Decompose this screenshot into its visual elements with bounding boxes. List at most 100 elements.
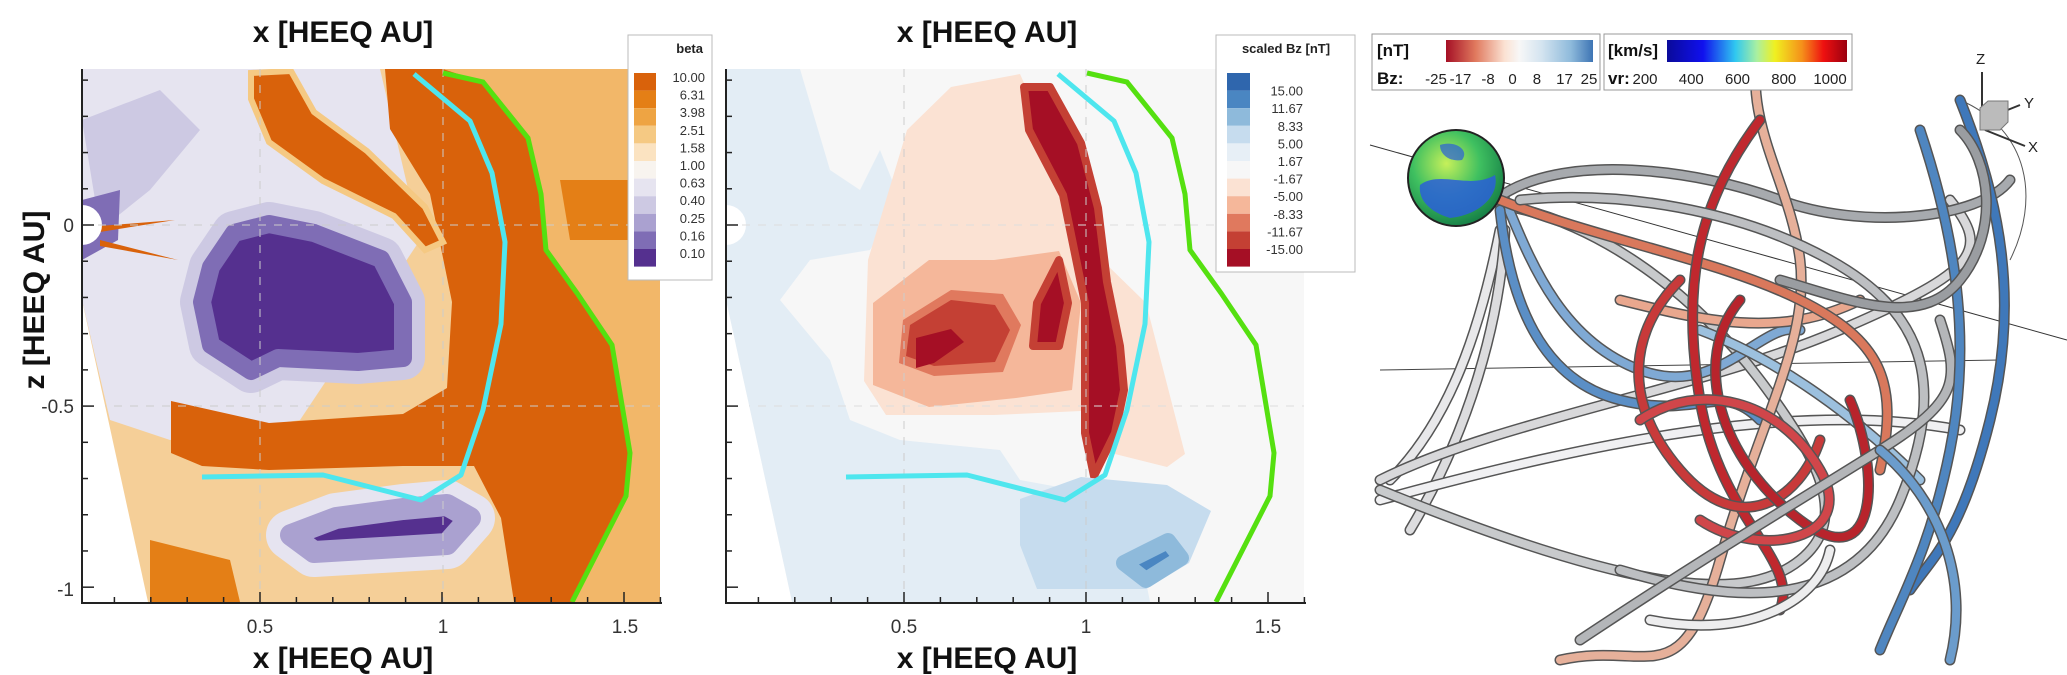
colorbar-ticks: 200 400 600 800 1000	[1632, 71, 1846, 88]
minor-ticks	[82, 79, 662, 603]
field-line-tube	[1496, 196, 1892, 474]
legend-label: 8.33	[1278, 119, 1303, 134]
colorbar-variable: Bz:	[1377, 69, 1403, 88]
minor-ticks	[726, 79, 1306, 603]
legend-swatch	[634, 231, 656, 249]
legend-label: 0.16	[680, 228, 705, 243]
beta-legend: beta 10.00 6.31 3.98 2.51 1.58 1.00 0.63 0.40 0.…	[627, 34, 713, 281]
legend-label: 1.67	[1278, 154, 1303, 169]
legend-swatch	[1227, 231, 1250, 249]
legend-label: 15.00	[1270, 84, 1303, 99]
legend-label: 1.00	[680, 158, 705, 173]
beta-plot: x [HEEQ AU]	[18, 16, 713, 675]
bz-plot: x [HEEQ AU] 0.5 1 1.5	[725, 16, 1356, 675]
legend-label: -11.67	[1267, 224, 1303, 239]
bz-arm	[1029, 256, 1072, 350]
field-line-tube	[1711, 296, 1873, 542]
legend-swatch	[1227, 196, 1250, 214]
field-line-tube	[1491, 165, 2014, 222]
field-line-tube	[1556, 36, 1806, 664]
inner-boundary	[82, 205, 102, 245]
vr-colorbar: [km/s] vr: 200 400 600 800 1000	[1603, 33, 1853, 91]
sun-surface-patch	[1419, 175, 1496, 218]
bz-band	[1020, 83, 1128, 480]
legend-label: 0.40	[680, 193, 705, 208]
legend-swatches: 10.00 6.31 3.98 2.51 1.58 1.00 0.63 0.40 0.25 0.1…	[634, 70, 705, 267]
bz-plot-top-title: x [HEEQ AU]	[897, 16, 1078, 49]
field-line-tube	[1386, 226, 1504, 484]
legend-swatch	[1227, 125, 1250, 144]
colorbar-tick-label: 8	[1533, 71, 1541, 88]
field-line-tube	[1876, 126, 1964, 654]
beta-axes: 0.5 1 1.5 0 -0.5 -1 x [HEEQ AU] z [HEEQ …	[18, 69, 662, 675]
cyan-boundary-line	[201, 72, 508, 503]
legend-title: beta	[676, 41, 704, 56]
x-tick-label: 0.5	[247, 617, 273, 638]
beta-high-band	[171, 69, 630, 602]
legend-label: 0.10	[680, 246, 705, 261]
legend-swatch	[1227, 213, 1250, 232]
flux-rope-3d-view: [nT] Bz: -25 -17 -8 0 8 17 25 [km/s] vr: 200 40…	[1369, 33, 2067, 666]
field-line-tube	[1876, 446, 1961, 664]
colorbar-ticks: -25 -17 -8 0 8 17 25	[1425, 71, 1597, 88]
colorbar-tick-label: 200	[1632, 71, 1657, 88]
legend-swatch	[1227, 108, 1250, 126]
triad-label-y: Y	[2024, 95, 2034, 112]
cube-icon	[1979, 100, 2009, 131]
green-boundary-line	[442, 70, 633, 604]
legend-label: -8.33	[1273, 207, 1303, 222]
x-axis-label: x [HEEQ AU]	[897, 642, 1078, 675]
sun-sphere	[1407, 129, 1505, 227]
colorbar-tick-label: -25	[1425, 71, 1447, 88]
legend-label: 0.63	[680, 176, 705, 191]
colorbar-gradient	[1667, 40, 1847, 62]
x-tick-label: 1.5	[612, 617, 638, 638]
legend-swatch	[634, 161, 656, 179]
legend-title: scaled Bz [nT]	[1242, 41, 1330, 56]
x-tick-label: 0.5	[891, 617, 917, 638]
legend-label: 5.00	[1278, 136, 1303, 151]
colorbar-tick-label: 1000	[1813, 71, 1846, 88]
legend-swatch	[634, 213, 656, 232]
bz-max-core	[1116, 533, 1189, 588]
legend-swatches: 15.00 11.67 8.33 5.00 1.67 -1.67 -5.00 -8.33 -11…	[1227, 73, 1303, 267]
field-line-tube	[1634, 276, 1824, 512]
triad-label-z: Z	[1976, 51, 1985, 68]
legend-label: 6.31	[680, 88, 705, 103]
legend-label: 11.67	[1271, 101, 1303, 116]
colorbar-tick-label: 800	[1771, 71, 1796, 88]
colorbar-unit: [km/s]	[1608, 41, 1658, 60]
inner-boundary	[726, 205, 746, 245]
colorbar-tick-label: 600	[1725, 71, 1750, 88]
field-line-tube	[1576, 316, 1956, 644]
field-line-tube	[1516, 193, 1929, 597]
legend-label: -15.00	[1266, 242, 1303, 257]
y-tick-label: 0	[63, 216, 74, 237]
beta-streamer	[100, 220, 178, 260]
legend-swatch	[634, 143, 656, 161]
colorbar-tick-label: 400	[1679, 71, 1704, 88]
field-line-tubes	[1374, 34, 2016, 666]
legend-swatch	[634, 108, 656, 126]
legend-label: 1.58	[680, 140, 705, 155]
legend-swatch	[1227, 178, 1250, 197]
colorbar-tick-label: -17	[1450, 71, 1472, 88]
x-axis-arrow	[1984, 129, 2026, 147]
y-tick-label: -0.5	[41, 397, 74, 418]
y-axis-label: z [HEEQ AU]	[18, 211, 51, 390]
colorbar-tick-label: 17	[1556, 71, 1573, 88]
sun-surface-patch	[1440, 143, 1465, 161]
legend-label: -5.00	[1273, 189, 1303, 204]
legend-label: 2.51	[680, 123, 705, 138]
bz-legend: scaled Bz [nT] 15.00 11.67 8.33 5.00 1.67 -1.…	[1215, 34, 1356, 273]
triad-label-x: X	[2028, 139, 2038, 156]
x-tick-label: 1.5	[1255, 617, 1281, 638]
beta-arm	[248, 69, 448, 254]
legend-label: -1.67	[1273, 172, 1303, 187]
legend-label: 0.25	[680, 211, 705, 226]
legend-swatch	[634, 249, 656, 267]
colorbar-tick-label: 25	[1581, 71, 1598, 88]
bz-contours	[726, 69, 1304, 602]
bz-min-core	[916, 329, 964, 368]
